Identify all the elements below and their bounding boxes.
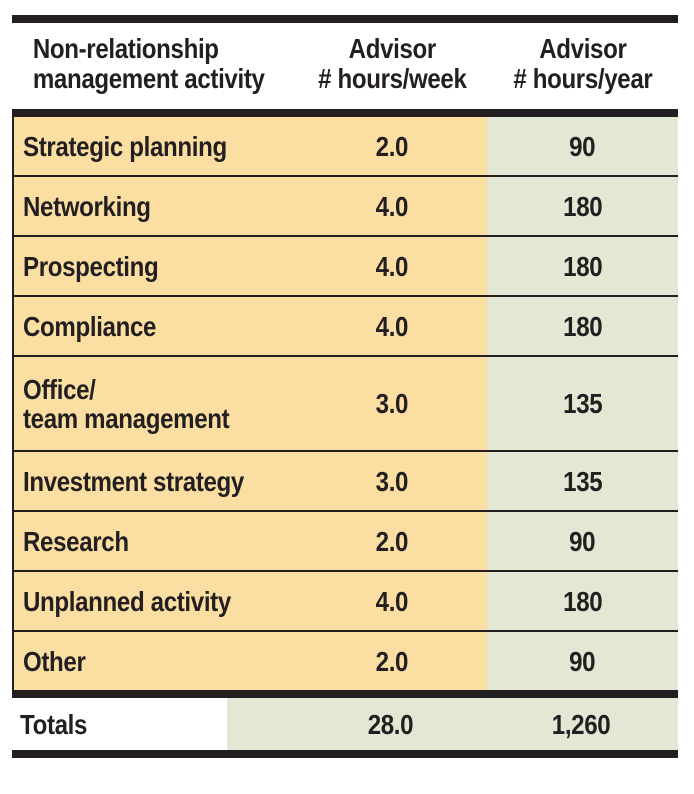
hours-year-cell: 180 — [487, 572, 678, 630]
hours-week-cell: 2.0 — [297, 512, 487, 570]
header-activity-label: Non-relationship management activity — [32, 33, 265, 94]
activity-cell: Investment strategy — [14, 452, 297, 510]
activity-cell: Compliance — [14, 297, 297, 355]
activity-cell: Other — [14, 632, 297, 690]
hours-week-cell: 2.0 — [297, 632, 487, 690]
totals-hours-year-cell: 1,260 — [552, 708, 611, 740]
table-row-research: Research 2.0 90 — [14, 512, 678, 572]
hours-year-cell: 180 — [487, 297, 678, 355]
totals-rule — [12, 690, 678, 698]
totals-label-cell: Totals — [20, 708, 88, 740]
header-hours-week-column: Advisor # hours/week — [297, 34, 487, 94]
header-hours-year-label: Advisor # hours/year — [512, 33, 653, 94]
activity-cell: Prospecting — [14, 237, 297, 295]
hours-week-cell: 2.0 — [297, 117, 487, 175]
hours-week-cell: 3.0 — [297, 452, 487, 510]
hours-year-cell: 90 — [487, 512, 678, 570]
table-totals-row: Totals 28.0 1,260 — [12, 698, 678, 750]
hours-year-cell: 90 — [487, 117, 678, 175]
hours-week-cell: 4.0 — [297, 297, 487, 355]
hours-week-cell: 3.0 — [297, 357, 487, 450]
top-rule — [12, 15, 678, 23]
table-header-row: Non-relationship management activity Adv… — [12, 23, 678, 109]
hours-week-cell: 4.0 — [297, 237, 487, 295]
header-rule — [12, 109, 678, 117]
bottom-rule — [12, 750, 678, 758]
activity-cell: Office/ team management — [14, 357, 297, 450]
activity-cell: Networking — [14, 177, 297, 235]
hours-year-cell: 180 — [487, 237, 678, 295]
totals-hours-week-cell: 28.0 — [367, 708, 413, 740]
hours-week-cell: 4.0 — [297, 572, 487, 630]
table-row-compliance: Compliance 4.0 180 — [14, 297, 678, 357]
header-hours-year-column: Advisor # hours/year — [487, 34, 678, 94]
activity-cell: Unplanned activity — [14, 572, 297, 630]
table-body: Strategic planning 2.0 90 Networking 4.0… — [12, 117, 678, 690]
hours-year-cell: 135 — [487, 452, 678, 510]
hours-year-cell: 135 — [487, 357, 678, 450]
header-activity-column: Non-relationship management activity — [12, 34, 297, 94]
table-row-networking: Networking 4.0 180 — [14, 177, 678, 237]
table-row-investment-strategy: Investment strategy 3.0 135 — [14, 452, 678, 512]
header-hours-week-label: Advisor # hours/week — [317, 33, 467, 94]
table-row-other: Other 2.0 90 — [14, 632, 678, 690]
hours-week-cell: 4.0 — [297, 177, 487, 235]
activity-table: Non-relationship management activity Adv… — [12, 15, 678, 758]
table-row-unplanned-activity: Unplanned activity 4.0 180 — [14, 572, 678, 632]
activity-cell: Research — [14, 512, 297, 570]
table-row-office-team-management: Office/ team management 3.0 135 — [14, 357, 678, 452]
hours-year-cell: 90 — [487, 632, 678, 690]
table-row-strategic-planning: Strategic planning 2.0 90 — [14, 117, 678, 177]
hours-year-cell: 180 — [487, 177, 678, 235]
table-row-prospecting: Prospecting 4.0 180 — [14, 237, 678, 297]
activity-cell: Strategic planning — [14, 117, 297, 175]
